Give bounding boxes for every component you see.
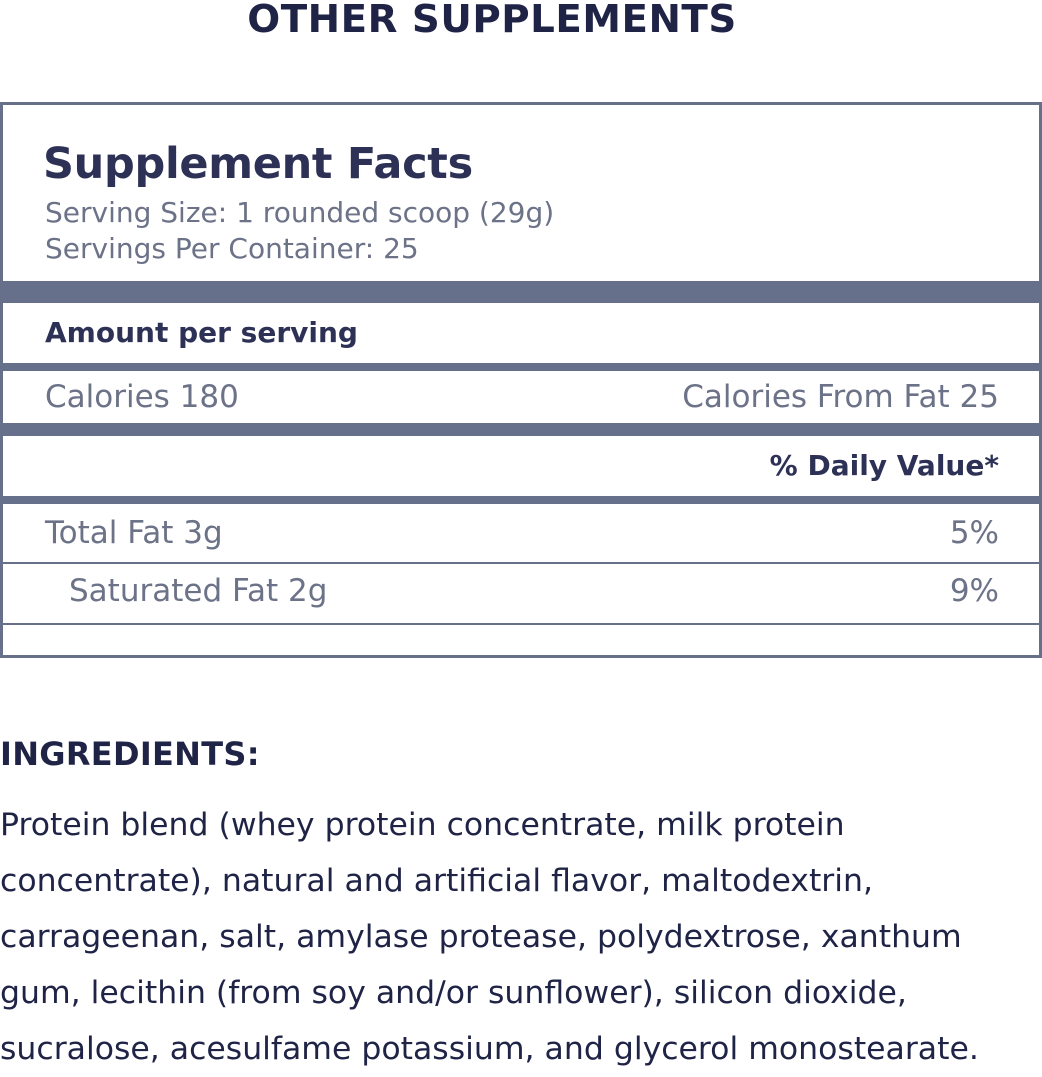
amount-per-serving-row: Amount per serving <box>3 303 1039 363</box>
ingredients-heading: INGREDIENTS: <box>0 735 260 773</box>
calories-label: Calories 180 <box>45 379 239 415</box>
calories-row: Calories 180 Calories From Fat 25 <box>3 371 1039 423</box>
amount-per-serving-label: Amount per serving <box>45 316 358 349</box>
nutrient-row: Total Fat 3g 5% <box>3 504 1039 562</box>
serving-size: Serving Size: 1 rounded scoop (29g) <box>45 196 555 229</box>
page-title: OTHER SUPPLEMENTS <box>247 0 737 41</box>
medium-divider <box>3 363 1039 371</box>
facts-title: Supplement Facts <box>43 139 473 189</box>
medium-divider <box>3 496 1039 504</box>
daily-value-header: % Daily Value* <box>769 449 999 482</box>
thick-divider <box>3 281 1039 303</box>
nutrient-daily-value: 9% <box>949 573 999 609</box>
facts-header: Supplement Facts Serving Size: 1 rounded… <box>3 105 1039 281</box>
thick-divider <box>3 423 1039 436</box>
calories-from-fat-label: Calories From Fat 25 <box>682 379 999 415</box>
supplement-facts-panel: Supplement Facts Serving Size: 1 rounded… <box>0 102 1042 658</box>
thin-divider <box>3 562 1039 564</box>
nutrient-row: Saturated Fat 2g 9% <box>3 564 1039 623</box>
nutrient-label: Total Fat 3g <box>45 515 223 551</box>
nutrient-label: Saturated Fat 2g <box>69 573 328 609</box>
daily-value-header-row: % Daily Value* <box>3 436 1039 496</box>
ingredients-text: Protein blend (whey protein concentrate,… <box>0 807 979 1067</box>
thin-divider <box>3 623 1039 625</box>
servings-per-container: Servings Per Container: 25 <box>45 232 419 265</box>
nutrient-daily-value: 5% <box>949 515 999 551</box>
